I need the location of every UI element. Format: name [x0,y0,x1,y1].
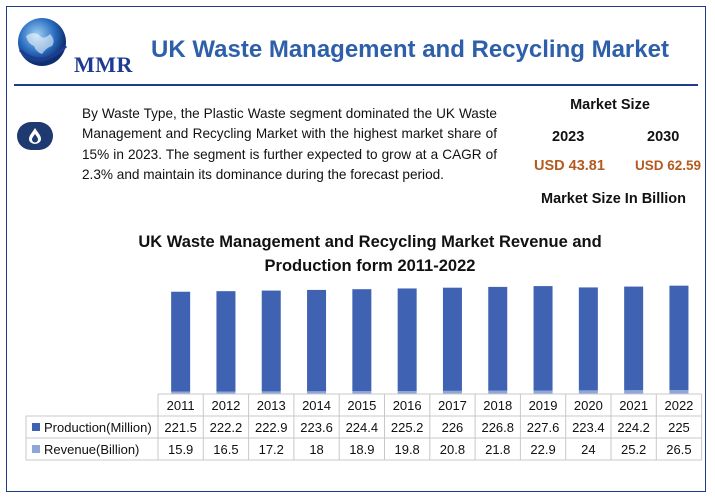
legend-swatch-0 [32,423,40,431]
data-label-1-2016: 19.8 [394,442,419,457]
bar-production-2022 [669,285,689,391]
bar-revenue-2015 [352,391,372,394]
logo-text: MMR [74,52,133,77]
tick-label-2011: 2011 [167,398,195,413]
data-label-0-2017: 226 [442,420,464,435]
data-label-0-2019: 227.6 [527,420,560,435]
tick-label-2012: 2012 [211,398,240,413]
data-label-0-2021: 224.2 [617,420,650,435]
bar-revenue-2017 [442,390,462,394]
data-label-0-2011: 221.5 [164,420,197,435]
tick-label-2015: 2015 [347,398,376,413]
data-label-1-2012: 16.5 [213,442,238,457]
bar-revenue-2013 [261,391,281,394]
tick-label-2022: 2022 [664,398,693,413]
drop-icon [29,128,41,144]
market-size-header: Market Size [570,97,650,113]
market-size-unit: Market Size In Billion [540,191,687,207]
page-frame [6,6,706,492]
market-size-value-2030: USD 62.59 [635,158,702,173]
bar-revenue-2012 [216,391,236,394]
drop-badge [17,122,53,150]
data-label-1-2013: 17.2 [259,442,284,457]
data-label-1-2022: 26.5 [666,442,691,457]
summary-text: By Waste Type, the Plastic Waste segment… [82,106,497,183]
page-title: UK Waste Management and Recycling Market [151,36,669,63]
data-label-1-2019: 22.9 [530,442,555,457]
tick-label-2017: 2017 [438,398,467,413]
header-divider [14,84,698,86]
data-label-1-2015: 18.9 [349,442,374,457]
market-size-year-2023: 2023 [552,129,585,145]
data-label-1-2021: 25.2 [621,442,646,457]
data-label-1-2017: 20.8 [440,442,465,457]
tick-label-2013: 2013 [257,398,286,413]
bar-production-2018 [488,286,508,391]
bar-production-2011 [171,291,191,392]
bar-revenue-2011 [171,391,191,394]
bar-revenue-2021 [624,390,644,394]
data-label-1-2011: 15.9 [168,442,193,457]
tick-label-2016: 2016 [393,398,422,413]
market-size-value-2023: USD 43.81 [534,158,605,174]
bar-production-2021 [624,286,644,391]
tick-label-2019: 2019 [529,398,558,413]
data-label-1-2020: 24 [581,442,595,457]
data-label-0-2016: 225.2 [391,420,424,435]
data-label-1-2018: 21.8 [485,442,510,457]
legend-swatch-1 [32,445,40,453]
bar-production-2020 [578,287,598,391]
tick-label-2020: 2020 [574,398,603,413]
bar-production-2013 [261,290,281,392]
bar-production-2012 [216,291,236,392]
bar-revenue-2020 [578,390,598,394]
tick-label-2018: 2018 [483,398,512,413]
bar-production-2017 [442,287,462,391]
tick-label-2021: 2021 [619,398,648,413]
data-label-0-2013: 222.9 [255,420,288,435]
data-label-0-2015: 224.4 [346,420,379,435]
legend-label-0: Production(Million) [44,420,152,435]
bar-revenue-2019 [533,390,553,394]
bar-revenue-2016 [397,391,417,394]
data-label-0-2020: 223.4 [572,420,605,435]
market-size-year-2030: 2030 [647,129,680,145]
data-label-0-2012: 222.2 [210,420,243,435]
chart-title: UK Waste Management and Recycling Market… [138,233,602,275]
globe-icon [18,18,68,66]
bar-revenue-2022 [669,390,689,394]
legend-label-1: Revenue(Billion) [44,442,139,457]
data-label-1-2014: 18 [309,442,323,457]
tick-label-2014: 2014 [302,398,331,413]
bar-revenue-2018 [488,390,508,394]
data-label-0-2018: 226.8 [481,420,514,435]
data-label-0-2014: 223.6 [300,420,333,435]
bar-revenue-2014 [307,391,327,394]
bar-production-2014 [307,289,327,392]
data-label-0-2022: 225 [668,420,690,435]
bar-production-2015 [352,289,372,392]
bar-production-2016 [397,288,417,392]
logo: MMR [14,14,132,77]
bar-production-2019 [533,286,553,391]
